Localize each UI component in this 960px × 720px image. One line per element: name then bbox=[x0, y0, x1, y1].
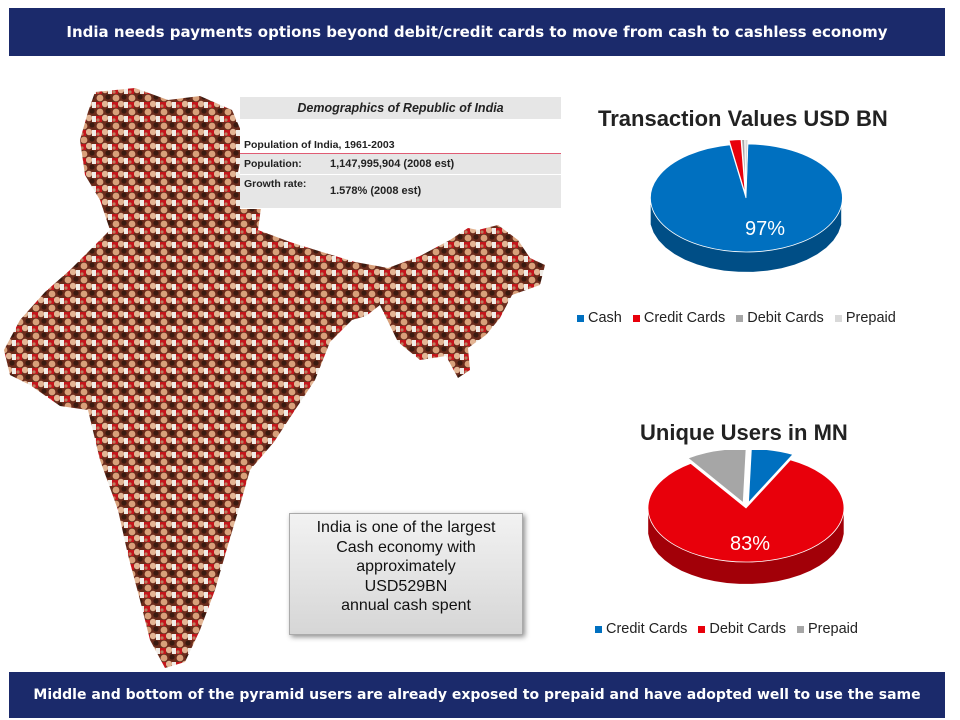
legend-entry: Credit Cards bbox=[632, 310, 726, 326]
legend-label: Debit Cards bbox=[709, 621, 786, 637]
chart-legend: Cash Credit Cards Debit Cards Prepaid bbox=[577, 310, 907, 326]
demographics-table: Demographics of Republic of India Popula… bbox=[240, 97, 561, 209]
demographics-subtitle: Population of India, 1961-2003 bbox=[240, 119, 561, 154]
data-label: 97% bbox=[745, 218, 785, 240]
legend-swatch bbox=[632, 314, 640, 322]
pie-slice-credit-cards bbox=[728, 140, 746, 194]
transaction-values-pie: 97% bbox=[650, 140, 843, 272]
bottom-banner: Middle and bottom of the pyramid users a… bbox=[9, 672, 945, 718]
pie-slice-side bbox=[650, 204, 842, 272]
legend-entry: Cash bbox=[577, 310, 622, 326]
legend-swatch bbox=[834, 314, 842, 322]
legend-swatch bbox=[595, 625, 602, 633]
legend-entry: Credit Cards bbox=[595, 621, 687, 637]
chart-title: Unique Users in MN bbox=[640, 420, 848, 445]
callout-line: USD529BN bbox=[364, 577, 448, 595]
legend-swatch bbox=[736, 314, 744, 322]
callout-line: India is one of the largest bbox=[316, 519, 496, 536]
legend-swatch bbox=[796, 625, 804, 633]
pie-slice-side bbox=[648, 511, 844, 584]
legend-entry: Prepaid bbox=[796, 621, 858, 637]
pie-slice-debit-cards bbox=[741, 140, 747, 193]
top-banner: India needs payments options beyond debi… bbox=[9, 8, 945, 56]
unique-users-pie: 83% bbox=[647, 450, 845, 584]
callout-line: annual cash spent bbox=[341, 597, 471, 614]
headline: India needs payments options beyond debi… bbox=[66, 23, 888, 41]
chart-legend: Credit Cards Debit Cards Prepaid bbox=[595, 621, 869, 637]
northeast-silhouette bbox=[420, 228, 478, 258]
pie-slice-cash bbox=[650, 143, 843, 253]
data-label: 83% bbox=[730, 533, 770, 555]
pie-slice-prepaid bbox=[687, 450, 747, 504]
legend-entry: Debit Cards bbox=[736, 310, 824, 326]
pie-slice-credit-cards bbox=[748, 450, 794, 504]
footer-text: Middle and bottom of the pyramid users a… bbox=[33, 687, 921, 703]
callout-line: Cash economy with bbox=[336, 538, 476, 556]
legend-label: Cash bbox=[588, 310, 622, 326]
legend-label: Credit Cards bbox=[643, 310, 726, 326]
legend-label: Credit Cards bbox=[606, 621, 688, 637]
row-label: Population: bbox=[244, 158, 302, 170]
table-row: Population: 1,147,995,904 (2008 est) bbox=[240, 154, 561, 175]
legend-swatch bbox=[698, 625, 706, 633]
legend-entry: Debit Cards bbox=[698, 621, 786, 637]
pie-slice-prepaid bbox=[744, 140, 749, 193]
chart-title: Transaction Values USD BN bbox=[598, 106, 888, 131]
table-row: Growth rate: 1.578% (2008 est) bbox=[240, 175, 561, 209]
legend-swatch bbox=[577, 314, 584, 322]
callout-line: approximately bbox=[356, 558, 456, 575]
demographics-title: Demographics of Republic of India bbox=[240, 97, 561, 119]
legend-label: Prepaid bbox=[845, 310, 896, 326]
india-silhouette bbox=[4, 88, 545, 668]
legend-label: Debit Cards bbox=[747, 310, 824, 326]
row-value: 1.578% (2008 est) bbox=[330, 185, 422, 197]
pie-slice-debit-cards bbox=[647, 459, 845, 563]
cash-economy-callout: India is one of the largest Cash economy… bbox=[289, 513, 523, 635]
row-label: Growth rate: bbox=[244, 178, 307, 190]
row-value: 1,147,995,904 (2008 est) bbox=[330, 158, 455, 170]
india-map-illustration bbox=[4, 88, 545, 668]
legend-entry: Prepaid bbox=[834, 310, 896, 326]
legend-label: Prepaid bbox=[807, 621, 858, 637]
